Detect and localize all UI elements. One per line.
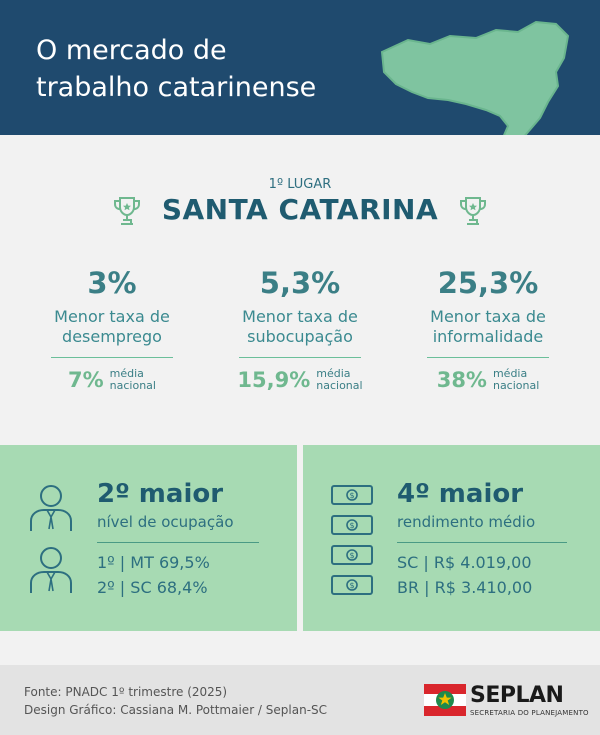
banknote-icon: $ xyxy=(331,575,373,595)
person-icon xyxy=(30,547,72,593)
national-label: média nacional xyxy=(316,368,362,392)
stat-label-line1: Menor taxa de xyxy=(242,307,358,326)
stat-label-line2: desemprego xyxy=(62,327,162,346)
income-panel: $ $ $ $ 4º maior rendimento médio SC | R… xyxy=(303,445,600,631)
stat-label-line2: subocupação xyxy=(247,327,353,346)
logo-name: SEPLAN xyxy=(470,683,564,708)
stat-label: Menor taxa de informalidade xyxy=(408,307,568,347)
svg-text:$: $ xyxy=(349,521,354,530)
national-label: média nacional xyxy=(110,368,156,392)
svg-text:$: $ xyxy=(349,551,354,560)
national-label-line2: nacional xyxy=(109,379,156,392)
national-label: média nacional xyxy=(493,368,539,392)
header: O mercado de trabalho catarinense xyxy=(0,0,600,152)
national-value: 38% xyxy=(436,368,487,392)
stat-value: 25,3% xyxy=(437,266,539,300)
occupation-row-mt: 1º | MT 69,5% xyxy=(97,553,210,572)
stat-label-line1: Menor taxa de xyxy=(54,307,170,326)
national-label-line1: média xyxy=(109,367,144,380)
state-name: SANTA CATARINA xyxy=(161,193,439,226)
occupation-panel: 2º maior nível de ocupação 1º | MT 69,5%… xyxy=(0,445,297,631)
stat-label-line1: Menor taxa de xyxy=(430,307,546,326)
income-row-br: BR | R$ 3.410,00 xyxy=(397,578,533,597)
stat-value: 5,3% xyxy=(259,266,341,300)
occupation-subtitle: nível de ocupação xyxy=(97,513,234,531)
national-value: 15,9% xyxy=(237,368,311,392)
national-label-line2: nacional xyxy=(492,379,540,392)
national-average: 7% média nacional xyxy=(32,368,192,393)
page-title: O mercado de trabalho catarinense xyxy=(36,32,316,106)
credit-text: Design Gráfico: Cassiana M. Pottmaier / … xyxy=(24,703,328,717)
divider xyxy=(397,542,567,543)
stat-label-line2: informalidade xyxy=(432,327,544,346)
national-label-line1: média xyxy=(316,367,351,380)
title-line-2: trabalho catarinense xyxy=(36,72,317,103)
logo-subtitle: SECRETARIA DO PLANEJAMENTO xyxy=(470,709,589,717)
divider xyxy=(51,357,173,358)
stat-unemployment: 3% Menor taxa de desemprego 7% média nac… xyxy=(32,265,192,392)
national-value: 7% xyxy=(68,368,104,392)
stat-label: Menor taxa de desemprego xyxy=(32,307,192,347)
occupation-title: 2º maior xyxy=(97,479,224,509)
source-text: Fonte: PNADC 1º trimestre (2025) xyxy=(24,685,228,699)
map-icon xyxy=(380,20,570,152)
trophy-icon xyxy=(460,197,486,225)
stat-informality: 25,3% Menor taxa de informalidade 38% mé… xyxy=(408,265,568,392)
divider xyxy=(239,357,361,358)
occupation-row-sc: 2º | SC 68,4% xyxy=(97,578,208,597)
banknote-icon: $ xyxy=(331,485,373,505)
income-subtitle: rendimento médio xyxy=(397,513,536,531)
stat-underemployment: 5,3% Menor taxa de subocupação 15,9% méd… xyxy=(220,265,380,392)
income-row-sc: SC | R$ 4.019,00 xyxy=(397,553,532,572)
national-label-line2: nacional xyxy=(316,379,363,392)
national-average: 38% média nacional xyxy=(408,368,568,393)
national-label-line1: média xyxy=(492,367,528,380)
rank-label: 1º LUGAR xyxy=(268,177,332,192)
income-title: 4º maior xyxy=(397,479,524,509)
flag-icon xyxy=(424,684,466,716)
banknote-icon: $ xyxy=(331,515,373,535)
footer: Fonte: PNADC 1º trimestre (2025) Design … xyxy=(0,665,600,735)
svg-text:$: $ xyxy=(349,491,354,500)
stat-label: Menor taxa de subocupação xyxy=(220,307,380,347)
person-icon xyxy=(30,485,72,531)
divider xyxy=(427,357,549,358)
banknote-icon: $ xyxy=(331,545,373,565)
ranking-section: 1º LUGAR SANTA CATARINA 3% Menor taxa de… xyxy=(0,135,600,445)
title-line-1: O mercado de xyxy=(36,35,227,66)
trophy-icon xyxy=(114,197,140,225)
stat-value: 3% xyxy=(87,266,137,300)
national-average: 15,9% média nacional xyxy=(220,368,380,393)
divider xyxy=(97,542,259,543)
svg-text:$: $ xyxy=(349,581,354,590)
